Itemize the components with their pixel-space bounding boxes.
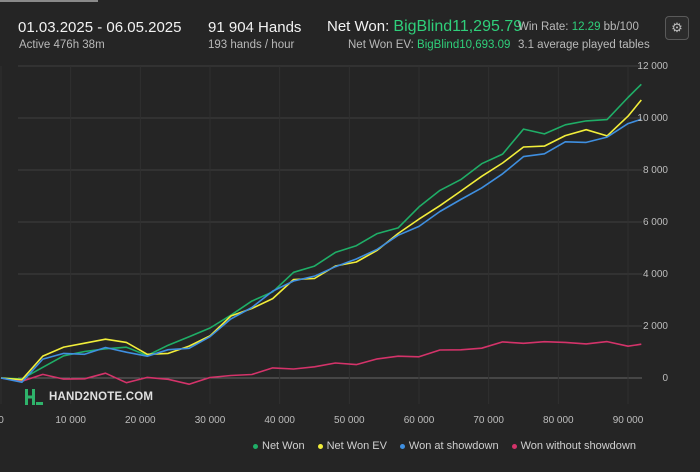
y-tick-label: 4 000 [643, 269, 668, 280]
series-line-net-won-ev [0, 99, 642, 381]
y-tick-label: 12 000 [637, 61, 668, 72]
hands-count: 91 904 Hands [208, 19, 302, 36]
net-won-ev-value: BigBlind10,693.09 [417, 39, 511, 51]
x-tick-label: 50 000 [334, 415, 365, 426]
y-axis-ticks: 0 2 000 4 000 6 000 8 000 10 000 12 000 [637, 61, 668, 384]
hands-per-hour: 193 hands / hour [208, 39, 295, 51]
legend-item-net-won[interactable]: Net Won [253, 440, 305, 452]
legend-label: Won without showdown [520, 440, 636, 452]
win-rate: Win Rate: 12.29 bb/100 [518, 21, 639, 33]
net-won-label: Net Won: [327, 18, 394, 35]
legend-label: Net Won EV [326, 440, 387, 452]
net-won-ev: Net Won EV: BigBlind10,693.09 [348, 39, 510, 51]
x-tick-label: 0 [0, 415, 4, 426]
chart-legend: Net Won Net Won EV Won at showdown Won w… [253, 440, 636, 452]
chart-series [0, 83, 642, 386]
legend-dot-icon [253, 443, 258, 449]
legend-dot-icon [399, 443, 405, 449]
legend-item-won-at-showdown[interactable]: Won at showdown [399, 440, 499, 452]
active-time: Active 476h 38m [19, 39, 105, 51]
date-range: 01.03.2025 - 06.05.2025 [18, 19, 182, 36]
x-tick-label: 20 000 [125, 415, 156, 426]
x-axis-ticks: 0 10 000 20 000 30 000 40 000 50 000 60 000 70 … [0, 415, 644, 426]
legend-dot-icon [511, 443, 517, 449]
win-rate-unit: bb/100 [600, 21, 639, 33]
win-rate-value: 12.29 [571, 21, 601, 33]
legend-label: Won at showdown [408, 440, 499, 452]
net-won: Net Won: BigBlind11,295.79 [327, 18, 522, 36]
net-won-ev-label: Net Won EV: [348, 39, 418, 51]
x-tick-label: 90 000 [613, 415, 644, 426]
x-tick-label: 30 000 [195, 415, 226, 426]
y-tick-label: 0 [662, 373, 668, 384]
y-tick-label: 2 000 [643, 321, 668, 332]
settings-button[interactable]: ⚙ [665, 16, 689, 40]
header-accent-bar [0, 0, 98, 2]
x-tick-label: 10 000 [55, 415, 86, 426]
legend-dot-icon [317, 443, 323, 449]
stats-header: 01.03.2025 - 06.05.2025 Active 476h 38m … [0, 0, 700, 60]
x-tick-label: 70 000 [473, 415, 504, 426]
x-tick-label: 60 000 [404, 415, 435, 426]
legend-label: Net Won [262, 440, 305, 452]
chart-grid [0, 65, 642, 404]
win-rate-label: Win Rate: [518, 21, 572, 33]
legend-item-won-without-showdown[interactable]: Won without showdown [511, 440, 636, 452]
average-tables: 3.1 average played tables [518, 39, 650, 51]
legend-item-net-won-ev[interactable]: Net Won EV [317, 440, 387, 452]
gear-icon: ⚙ [671, 20, 683, 35]
y-tick-label: 10 000 [637, 113, 668, 124]
series-line-net-won [0, 83, 642, 380]
hand2note-logo-icon [25, 389, 43, 405]
x-tick-label: 80 000 [543, 415, 574, 426]
series-line-won-at-showdown [0, 118, 642, 384]
watermark-text: HAND2NOTE.COM [49, 391, 154, 403]
series-line-won-without-showdown [0, 340, 642, 386]
y-tick-label: 8 000 [643, 165, 668, 176]
net-won-value: BigBlind11,295.79 [393, 18, 523, 35]
hand2note-watermark: HAND2NOTE.COM [24, 388, 153, 406]
x-tick-label: 40 000 [264, 415, 295, 426]
y-tick-label: 6 000 [643, 217, 668, 228]
